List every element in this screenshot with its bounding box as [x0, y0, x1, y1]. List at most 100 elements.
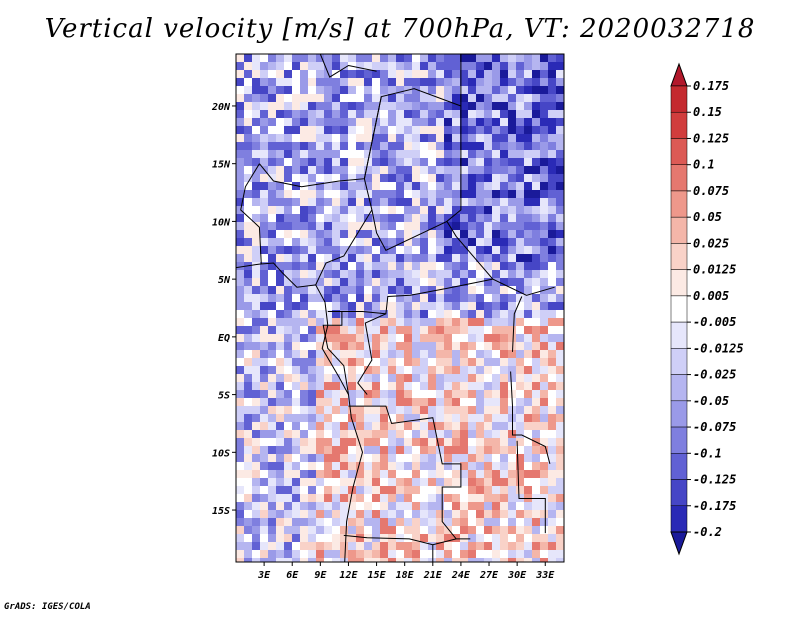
field-cell — [292, 470, 300, 478]
field-cell — [396, 254, 404, 262]
field-cell — [308, 334, 316, 342]
field-cell — [500, 454, 508, 462]
field-cell — [348, 350, 356, 358]
field-cell — [436, 358, 444, 366]
field-cell — [532, 190, 540, 198]
field-cell — [516, 62, 524, 70]
field-cell — [324, 310, 332, 318]
field-cell — [508, 198, 516, 206]
field-cell — [236, 134, 244, 142]
field-cell — [508, 174, 516, 182]
field-cell — [244, 286, 252, 294]
field-cell — [540, 550, 548, 558]
field-cell — [356, 326, 364, 334]
field-cell — [436, 366, 444, 374]
field-cell — [260, 310, 268, 318]
field-cell — [540, 358, 548, 366]
field-cell — [524, 374, 532, 382]
field-cell — [548, 230, 556, 238]
field-cell — [548, 294, 556, 302]
field-cell — [236, 54, 244, 62]
field-cell — [284, 558, 292, 562]
field-cell — [492, 358, 500, 366]
field-cell — [532, 542, 540, 550]
field-cell — [380, 318, 388, 326]
field-cell — [396, 302, 404, 310]
field-cell — [348, 286, 356, 294]
field-cell — [404, 462, 412, 470]
field-cell — [396, 382, 404, 390]
x-tick-label: 30E — [507, 570, 527, 581]
field-cell — [556, 470, 564, 478]
field-cell — [396, 518, 404, 526]
field-cell — [332, 142, 340, 150]
field-cell — [252, 246, 260, 254]
field-cell — [340, 446, 348, 454]
field-cell — [332, 558, 340, 562]
field-cell — [348, 542, 356, 550]
field-cell — [332, 302, 340, 310]
field-cell — [460, 318, 468, 326]
field-cell — [444, 230, 452, 238]
field-cell — [460, 542, 468, 550]
field-cell — [236, 206, 244, 214]
field-cell — [348, 422, 356, 430]
field-cell — [420, 102, 428, 110]
field-cell — [540, 302, 548, 310]
field-cell — [460, 230, 468, 238]
field-cell — [516, 310, 524, 318]
field-cell — [244, 382, 252, 390]
field-cell — [460, 550, 468, 558]
field-cell — [524, 270, 532, 278]
field-cell — [300, 238, 308, 246]
field-cell — [292, 518, 300, 526]
field-cell — [420, 126, 428, 134]
field-cell — [268, 558, 276, 562]
field-cell — [452, 542, 460, 550]
field-cell — [420, 422, 428, 430]
field-cell — [556, 518, 564, 526]
field-cell — [436, 270, 444, 278]
field-cell — [548, 110, 556, 118]
field-cell — [492, 510, 500, 518]
colorbar-segment — [670, 190, 688, 218]
field-cell — [468, 534, 476, 542]
field-cell — [364, 446, 372, 454]
field-cell — [396, 454, 404, 462]
field-cell — [252, 310, 260, 318]
field-cell — [236, 334, 244, 342]
field-cell — [324, 470, 332, 478]
field-cell — [524, 486, 532, 494]
field-cell — [292, 398, 300, 406]
field-cell — [436, 446, 444, 454]
field-cell — [548, 478, 556, 486]
field-cell — [364, 462, 372, 470]
field-cell — [484, 278, 492, 286]
field-cell — [324, 190, 332, 198]
field-cell — [324, 534, 332, 542]
field-cell — [484, 430, 492, 438]
field-cell — [380, 478, 388, 486]
field-cell — [364, 118, 372, 126]
field-cell — [516, 214, 524, 222]
field-cell — [340, 238, 348, 246]
field-cell — [508, 126, 516, 134]
field-cell — [404, 382, 412, 390]
field-cell — [348, 54, 356, 62]
field-cell — [300, 246, 308, 254]
field-cell — [508, 70, 516, 78]
field-cell — [500, 286, 508, 294]
field-cell — [524, 286, 532, 294]
field-cell — [252, 526, 260, 534]
field-cell — [508, 214, 516, 222]
field-cell — [276, 358, 284, 366]
field-cell — [308, 342, 316, 350]
field-cell — [236, 230, 244, 238]
field-cell — [484, 150, 492, 158]
field-cell — [412, 486, 420, 494]
field-cell — [548, 198, 556, 206]
field-cell — [412, 182, 420, 190]
field-cell — [476, 286, 484, 294]
field-cell — [332, 478, 340, 486]
colorbar-label: 0.125 — [693, 131, 729, 145]
